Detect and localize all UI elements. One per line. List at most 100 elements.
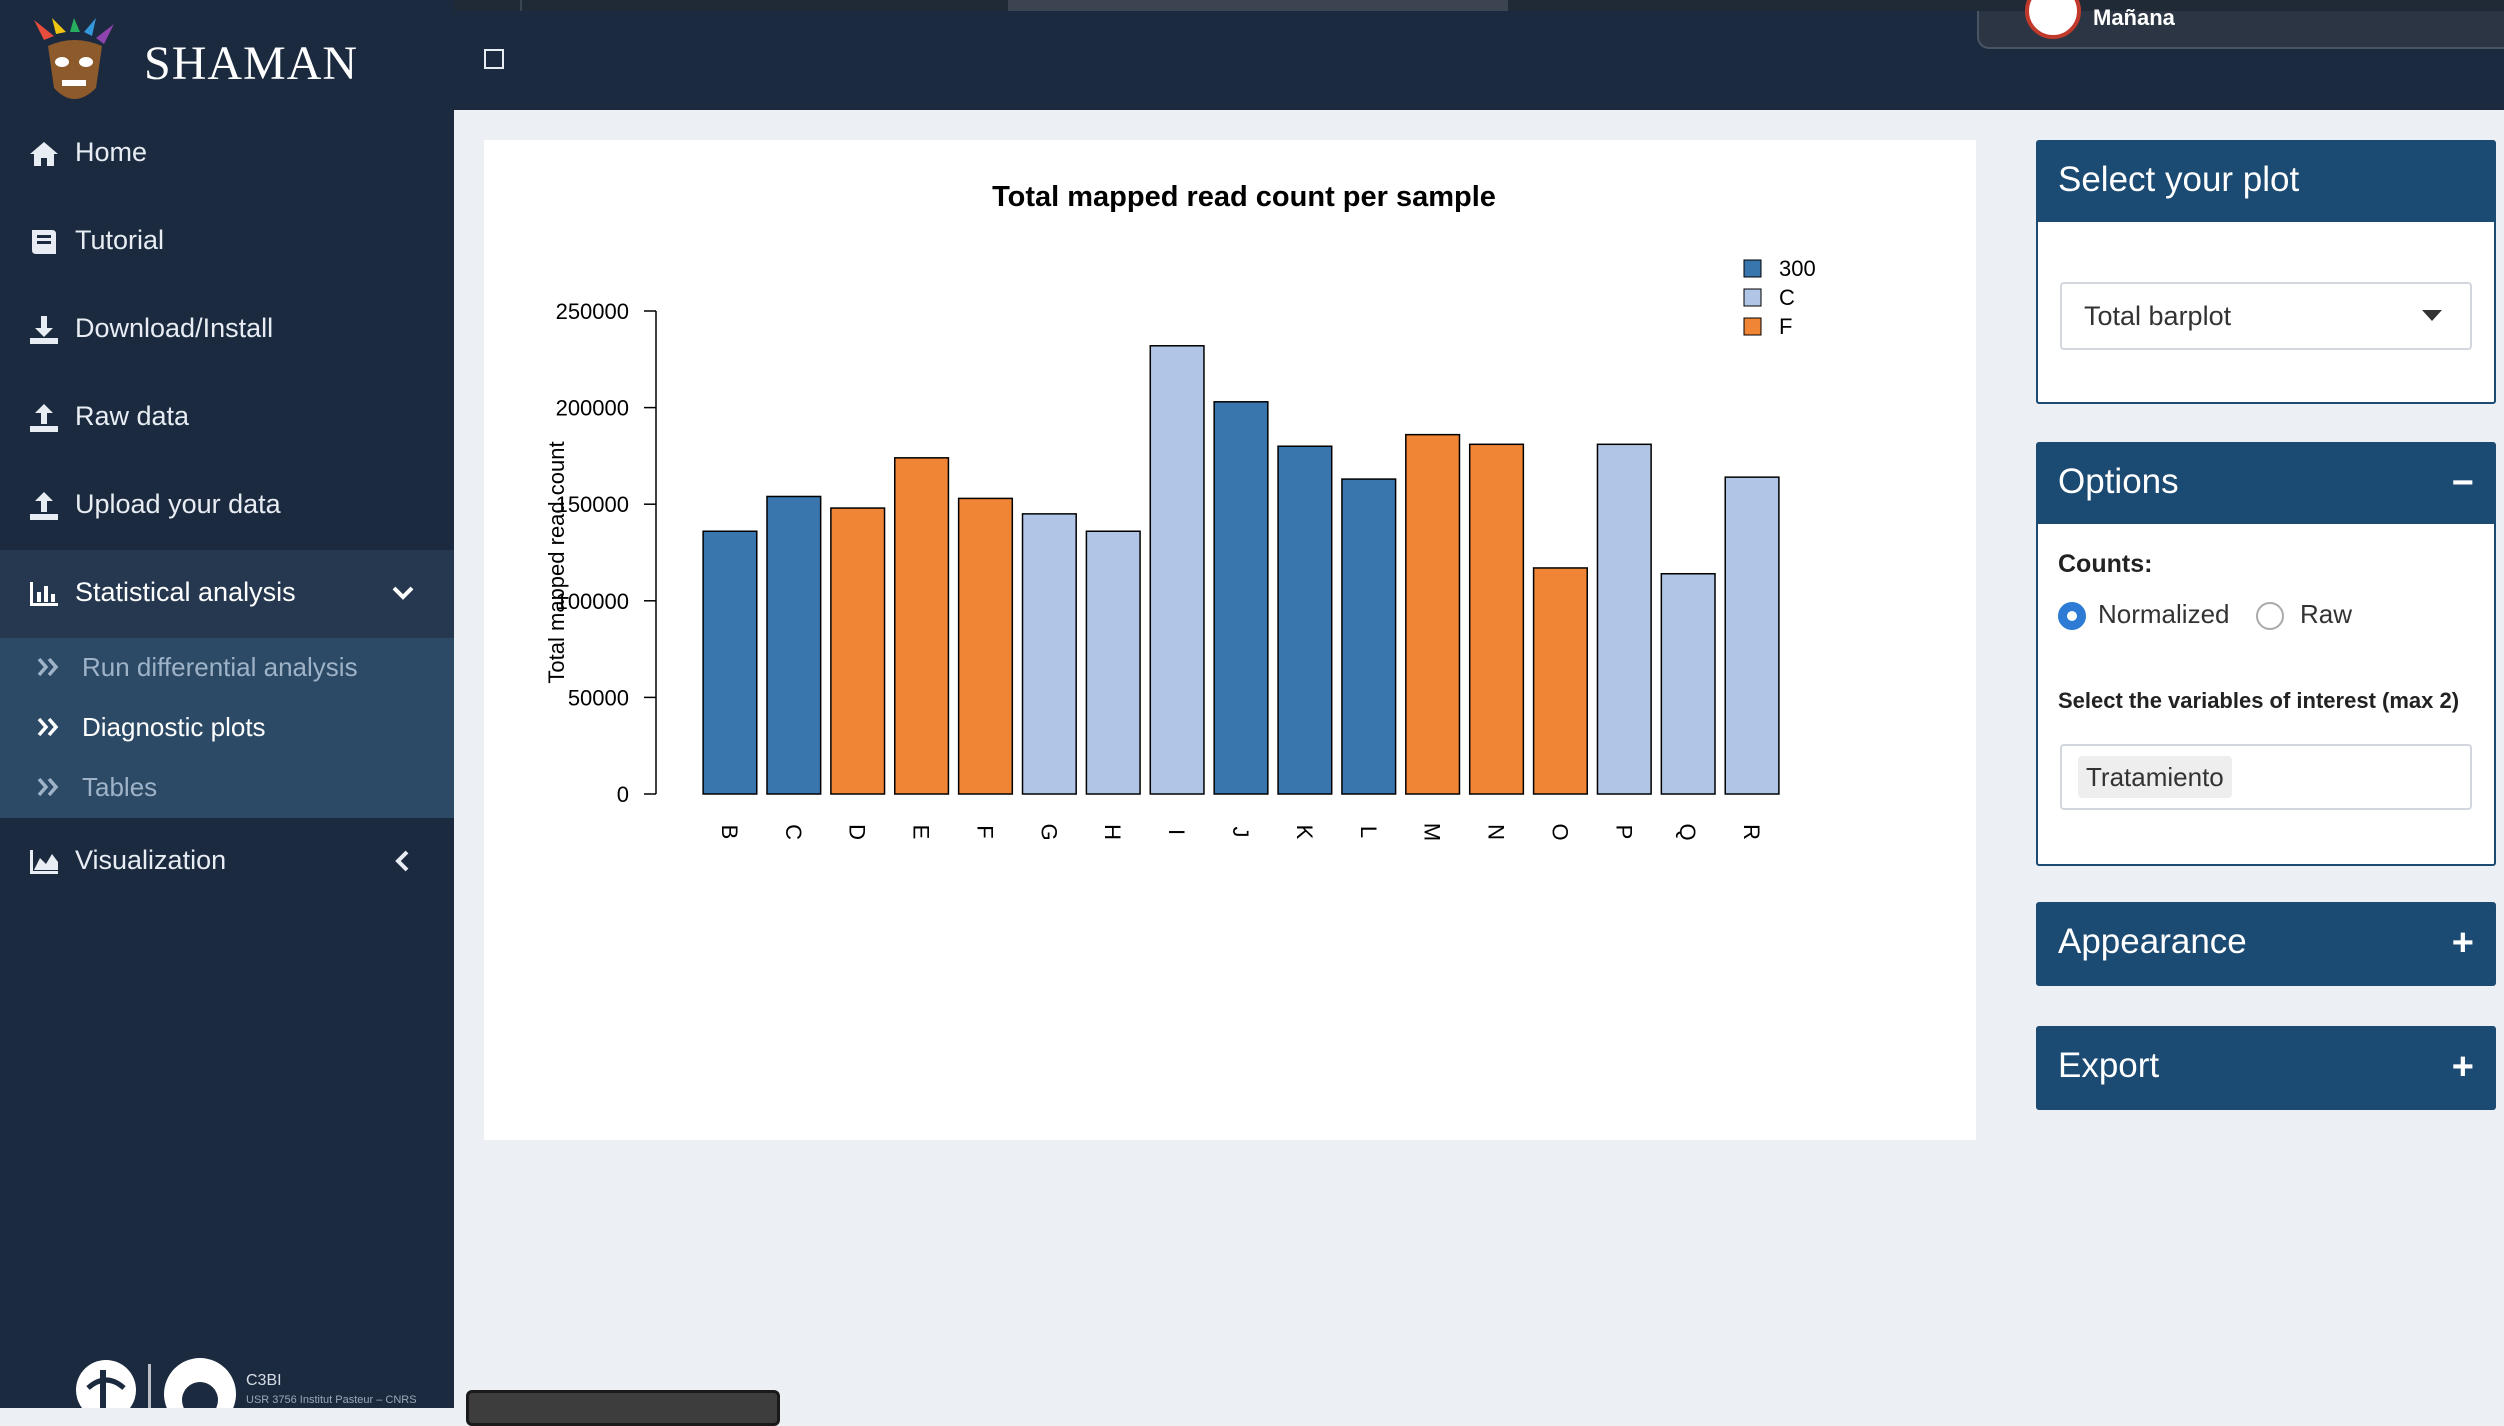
- browser-top-strip: [0, 0, 2504, 11]
- bar-P: [1596, 443, 1652, 795]
- options-panel: Options − Counts: Normalized Raw Select …: [2036, 442, 2496, 866]
- x-tick-label: L: [1356, 826, 1381, 838]
- bar-G: [1021, 513, 1077, 795]
- x-tick-label: P: [1611, 825, 1636, 840]
- appearance-panel[interactable]: Appearance +: [2036, 902, 2496, 986]
- chart-title: Total mapped read count per sample: [992, 181, 1496, 213]
- upload-icon: [30, 492, 58, 520]
- double-chevron-right-icon: [37, 717, 59, 737]
- appearance-header[interactable]: Appearance +: [2038, 904, 2494, 984]
- variables-input[interactable]: Tratamiento: [2060, 744, 2472, 810]
- expand-icon[interactable]: +: [2451, 922, 2474, 964]
- submenu-item-label: Run differential analysis: [82, 652, 358, 682]
- panel-title: Select your plot: [2058, 160, 2300, 199]
- plot-container: 0 50000 100000 150000 200000 250000 Total mapp…: [484, 140, 1976, 1140]
- bar-H: [1085, 530, 1141, 795]
- sidebar-item-visualization[interactable]: Visualization: [0, 818, 454, 906]
- sidebar-item-raw-data[interactable]: Raw data: [0, 374, 454, 462]
- submenu-item-label: Tables: [82, 772, 158, 802]
- barplot-chart: 0 50000 100000 150000 200000 250000 Total mapp…: [544, 181, 1816, 841]
- submenu-item-tables[interactable]: Tables: [0, 758, 454, 818]
- y-axis-label: Total mapped read count: [544, 441, 569, 683]
- legend-swatch: [1743, 259, 1762, 278]
- collapse-icon[interactable]: −: [2451, 462, 2474, 504]
- bar-I: [1149, 345, 1205, 795]
- y-tick-label: 250000: [556, 299, 629, 324]
- x-tick-label: K: [1292, 825, 1317, 840]
- top-navbar: Mañana: [454, 0, 2504, 110]
- y-tick-label: 100000: [556, 589, 629, 614]
- strip-segment: [520, 0, 1010, 11]
- sidebar-toggle-button[interactable]: [484, 49, 504, 69]
- select-plot-header: Select your plot: [2038, 142, 2494, 222]
- footer-org: C3BI: [246, 1372, 282, 1389]
- user-menu[interactable]: Mañana: [1977, 0, 2504, 49]
- bottom-floating-button[interactable]: [466, 1390, 780, 1426]
- submenu-item-diagnostic-plots[interactable]: Diagnostic plots: [0, 698, 454, 758]
- bar-J: [1213, 401, 1269, 795]
- bar-K: [1277, 445, 1333, 795]
- shaman-mask-logo-icon[interactable]: [24, 18, 124, 108]
- sidebar-item-tutorial[interactable]: Tutorial: [0, 198, 454, 286]
- radio-normalized[interactable]: [2058, 602, 2086, 630]
- download-icon: [30, 316, 58, 344]
- plot-type-select[interactable]: Total barplot: [2060, 282, 2472, 350]
- export-header[interactable]: Export +: [2038, 1028, 2494, 1108]
- radio-raw-label: Raw: [2300, 599, 2353, 629]
- bar-F: [957, 497, 1014, 795]
- bar-C: [766, 495, 822, 795]
- options-header[interactable]: Options −: [2038, 444, 2494, 524]
- legend-label: C: [1779, 285, 1795, 310]
- bar-B: [702, 530, 758, 795]
- expand-icon[interactable]: +: [2451, 1046, 2474, 1088]
- double-chevron-right-icon: [37, 777, 59, 797]
- legend-label: F: [1779, 314, 1792, 339]
- y-tick-label: 0: [617, 782, 629, 807]
- footer-sub: USR 3756 Institut Pasteur – CNRS: [246, 1394, 417, 1406]
- x-tick-label: C: [781, 824, 806, 840]
- sidebar-item-home[interactable]: Home: [0, 110, 454, 198]
- sidebar: SHAMAN Home Tutorial Download/Install Ra…: [0, 0, 454, 1408]
- x-tick-label: D: [845, 824, 870, 840]
- y-tick-label: 200000: [556, 396, 629, 421]
- sidebar-item-label: Tutorial: [75, 225, 165, 255]
- panel-title: Export: [2058, 1046, 2160, 1085]
- y-tick-label: 150000: [556, 492, 629, 517]
- chevron-left-icon: [395, 850, 409, 872]
- select-plot-panel: Select your plot Total barplot: [2036, 140, 2496, 404]
- legend-label: 300: [1779, 256, 1816, 281]
- x-tick-label: F: [972, 825, 997, 838]
- sidebar-item-upload-data[interactable]: Upload your data: [0, 462, 454, 550]
- counts-label: Counts:: [2058, 550, 2153, 578]
- sidebar-item-statistical-analysis[interactable]: Statistical analysis: [0, 550, 454, 638]
- submenu-item-label: Diagnostic plots: [82, 712, 266, 742]
- bar-D: [830, 507, 886, 795]
- bar-L: [1341, 478, 1397, 795]
- x-tick-label: M: [1420, 823, 1445, 841]
- panel-title: Appearance: [2058, 922, 2247, 961]
- legend-swatch: [1743, 288, 1762, 307]
- brand-title[interactable]: SHAMAN: [144, 37, 359, 90]
- x-tick-label: B: [717, 825, 742, 840]
- export-panel[interactable]: Export +: [2036, 1026, 2496, 1110]
- legend-swatch: [1743, 317, 1762, 336]
- area-chart-icon: [30, 850, 58, 874]
- bar-R: [1724, 476, 1780, 795]
- strip-segment: [1008, 0, 1508, 11]
- submenu-item-run-differential-analysis[interactable]: Run differential analysis: [0, 638, 454, 698]
- x-tick-label: N: [1484, 824, 1509, 840]
- bar-chart-icon: [30, 582, 58, 606]
- home-icon: [30, 142, 58, 166]
- bar-Q: [1660, 573, 1716, 795]
- statistical-analysis-submenu: Run differential analysis Diagnostic plo…: [0, 638, 454, 818]
- sidebar-item-download[interactable]: Download/Install: [0, 286, 454, 374]
- radio-raw[interactable]: [2256, 602, 2284, 630]
- double-chevron-right-icon: [37, 657, 59, 677]
- strip-segment: [0, 0, 522, 11]
- x-tick-label: O: [1547, 823, 1572, 840]
- sidebar-item-label: Upload your data: [75, 489, 281, 519]
- x-tick-label: E: [909, 825, 934, 840]
- sidebar-item-label: Home: [75, 137, 148, 167]
- variable-tag[interactable]: Tratamiento: [2078, 756, 2232, 798]
- plot-type-value: Total barplot: [2084, 301, 2232, 331]
